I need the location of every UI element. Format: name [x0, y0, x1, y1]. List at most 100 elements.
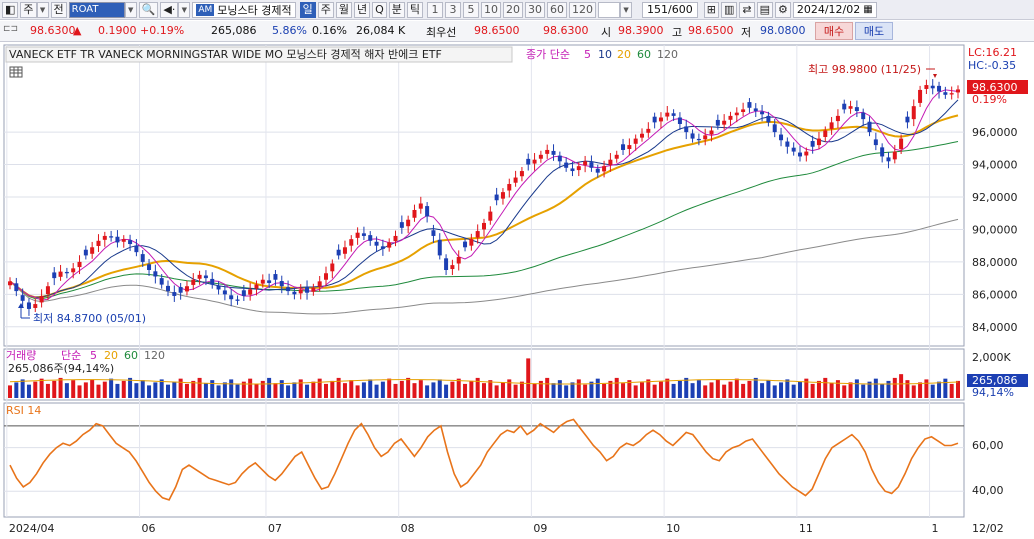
candle-body	[140, 254, 145, 262]
y-axis-tick: 92,0000	[972, 191, 1018, 204]
volume-bar	[418, 380, 423, 398]
minute-unit-3[interactable]: 3	[445, 1, 462, 18]
minute-unit-1[interactable]: 1	[427, 1, 444, 18]
vol-ma5-legend: 5	[90, 349, 97, 362]
volume-bar	[696, 380, 701, 398]
volume-bar	[538, 380, 543, 398]
sound-dropdown-icon[interactable]: ▼	[178, 1, 191, 18]
ma60-legend: 60	[637, 48, 651, 61]
rsi-tick-40: 40,00	[972, 484, 1004, 497]
calendar-icon[interactable]: ▦	[863, 4, 873, 15]
main-toolbar: ◧ 주 ▼ 전 ▼ 🔍 ◀· ▼ AM 모닝스타 경제적 일 주 월 년 Q 분…	[0, 0, 1034, 20]
price-chart-svg[interactable]: 96,0000 94,0000 92,0000 90,0000 88,0000 86,00…	[0, 43, 1034, 539]
volume-bar	[519, 381, 524, 398]
candle-body	[425, 206, 430, 217]
buy-button[interactable]: 매수	[815, 22, 853, 40]
chevron-down-icon[interactable]: ▼	[36, 1, 49, 18]
volume-bar	[646, 379, 651, 398]
candle-body	[640, 133, 644, 138]
tab-quarter[interactable]: Q	[372, 1, 387, 18]
candle-body	[380, 246, 385, 249]
tab-day[interactable]: 일	[299, 1, 316, 18]
candle-body	[722, 120, 727, 125]
candle-body	[835, 115, 840, 122]
candle-body	[608, 159, 613, 165]
volume-bar	[892, 377, 897, 398]
volume-bar	[684, 377, 689, 398]
grid-icon[interactable]: ⊞	[703, 1, 719, 18]
volume-bar	[766, 380, 771, 398]
tab-tick[interactable]: 틱	[406, 1, 424, 18]
prev-button[interactable]: 전	[50, 1, 67, 18]
save-icon[interactable]: ▤	[756, 1, 773, 18]
count-display[interactable]: 151/600	[642, 1, 698, 18]
bars-icon[interactable]: ▥	[720, 1, 738, 18]
volume-bar	[393, 383, 398, 398]
volume-bar	[753, 377, 758, 398]
ma5-legend: 5	[584, 48, 591, 61]
table-icon[interactable]	[9, 66, 23, 78]
gear-icon[interactable]: ⚙	[774, 1, 791, 18]
y-axis-tick: 88,0000	[972, 256, 1018, 269]
quote-change: 0.1900	[98, 24, 137, 37]
minute-unit-10[interactable]: 10	[481, 1, 502, 18]
candle-body	[399, 222, 404, 228]
compare-icon[interactable]: ⇄	[739, 1, 755, 18]
sell-button[interactable]: 매도	[855, 22, 893, 40]
volume-ma-line	[9, 379, 959, 385]
volume-bar	[816, 380, 821, 398]
volume-bar	[677, 380, 682, 398]
minute-unit-60[interactable]: 60	[547, 1, 568, 18]
y-axis-tick: 84,0000	[972, 321, 1018, 334]
candle-body	[652, 116, 657, 123]
tab-month[interactable]: 월	[335, 1, 352, 18]
period-selector[interactable]: 주	[20, 1, 37, 18]
tab-minute[interactable]: 분	[388, 1, 405, 18]
volume-bar	[178, 378, 183, 398]
minute-unit-5[interactable]: 5	[463, 1, 480, 18]
chart-area[interactable]: 96,0000 94,0000 92,0000 90,0000 88,0000 86,00…	[0, 43, 1034, 539]
search-icon[interactable]: 🔍	[138, 1, 159, 18]
volume-bar	[330, 380, 335, 398]
volume-bar	[166, 384, 170, 398]
candle-body	[500, 192, 505, 199]
volume-bar	[911, 385, 916, 398]
minute-unit-30[interactable]: 30	[525, 1, 546, 18]
volume-bar	[785, 379, 790, 398]
volume-bar	[159, 379, 164, 398]
volume-bar	[317, 378, 322, 398]
unit-input[interactable]	[598, 1, 621, 18]
candle-body	[90, 247, 95, 254]
candle-body	[444, 258, 449, 270]
volume-tag-pct: 94,14%	[972, 386, 1014, 399]
code-dropdown-icon[interactable]: ▼	[124, 1, 137, 18]
volume-bar	[115, 383, 120, 398]
sound-icon[interactable]: ◀·	[160, 1, 179, 18]
minute-unit-120[interactable]: 120	[569, 1, 597, 18]
code-input[interactable]	[68, 1, 125, 18]
tab-year[interactable]: 년	[353, 1, 371, 18]
candle-body	[589, 162, 594, 168]
minute-unit-20[interactable]: 20	[503, 1, 524, 18]
hc-label: HC:-0.35	[968, 59, 1016, 72]
date-field[interactable]: 2024/12/02 ▦	[792, 1, 877, 18]
volume-bar	[937, 381, 942, 398]
volume-bar	[431, 382, 436, 398]
unit-dropdown-icon[interactable]: ▼	[620, 1, 633, 18]
tab-week[interactable]: 주	[317, 1, 334, 18]
volume-bar	[715, 379, 720, 398]
candle-body	[159, 278, 164, 285]
x-axis-tick: 10	[666, 522, 680, 535]
volume-bar	[665, 378, 670, 398]
candle-body	[924, 85, 929, 89]
rsi-series	[9, 418, 959, 501]
open-label: 시	[601, 26, 612, 39]
volume-bar	[248, 378, 253, 398]
candle-body	[728, 115, 733, 120]
candle-body	[791, 147, 796, 152]
candle-body	[317, 281, 322, 287]
chart-type-icon[interactable]: ◧	[2, 1, 19, 18]
quote-bar: ⊏⊐ 98.6300 ▲ 0.1900 +0.19% 265,086 5.86%…	[0, 21, 1034, 42]
candle-body	[873, 139, 878, 146]
volume-bar	[627, 380, 632, 398]
